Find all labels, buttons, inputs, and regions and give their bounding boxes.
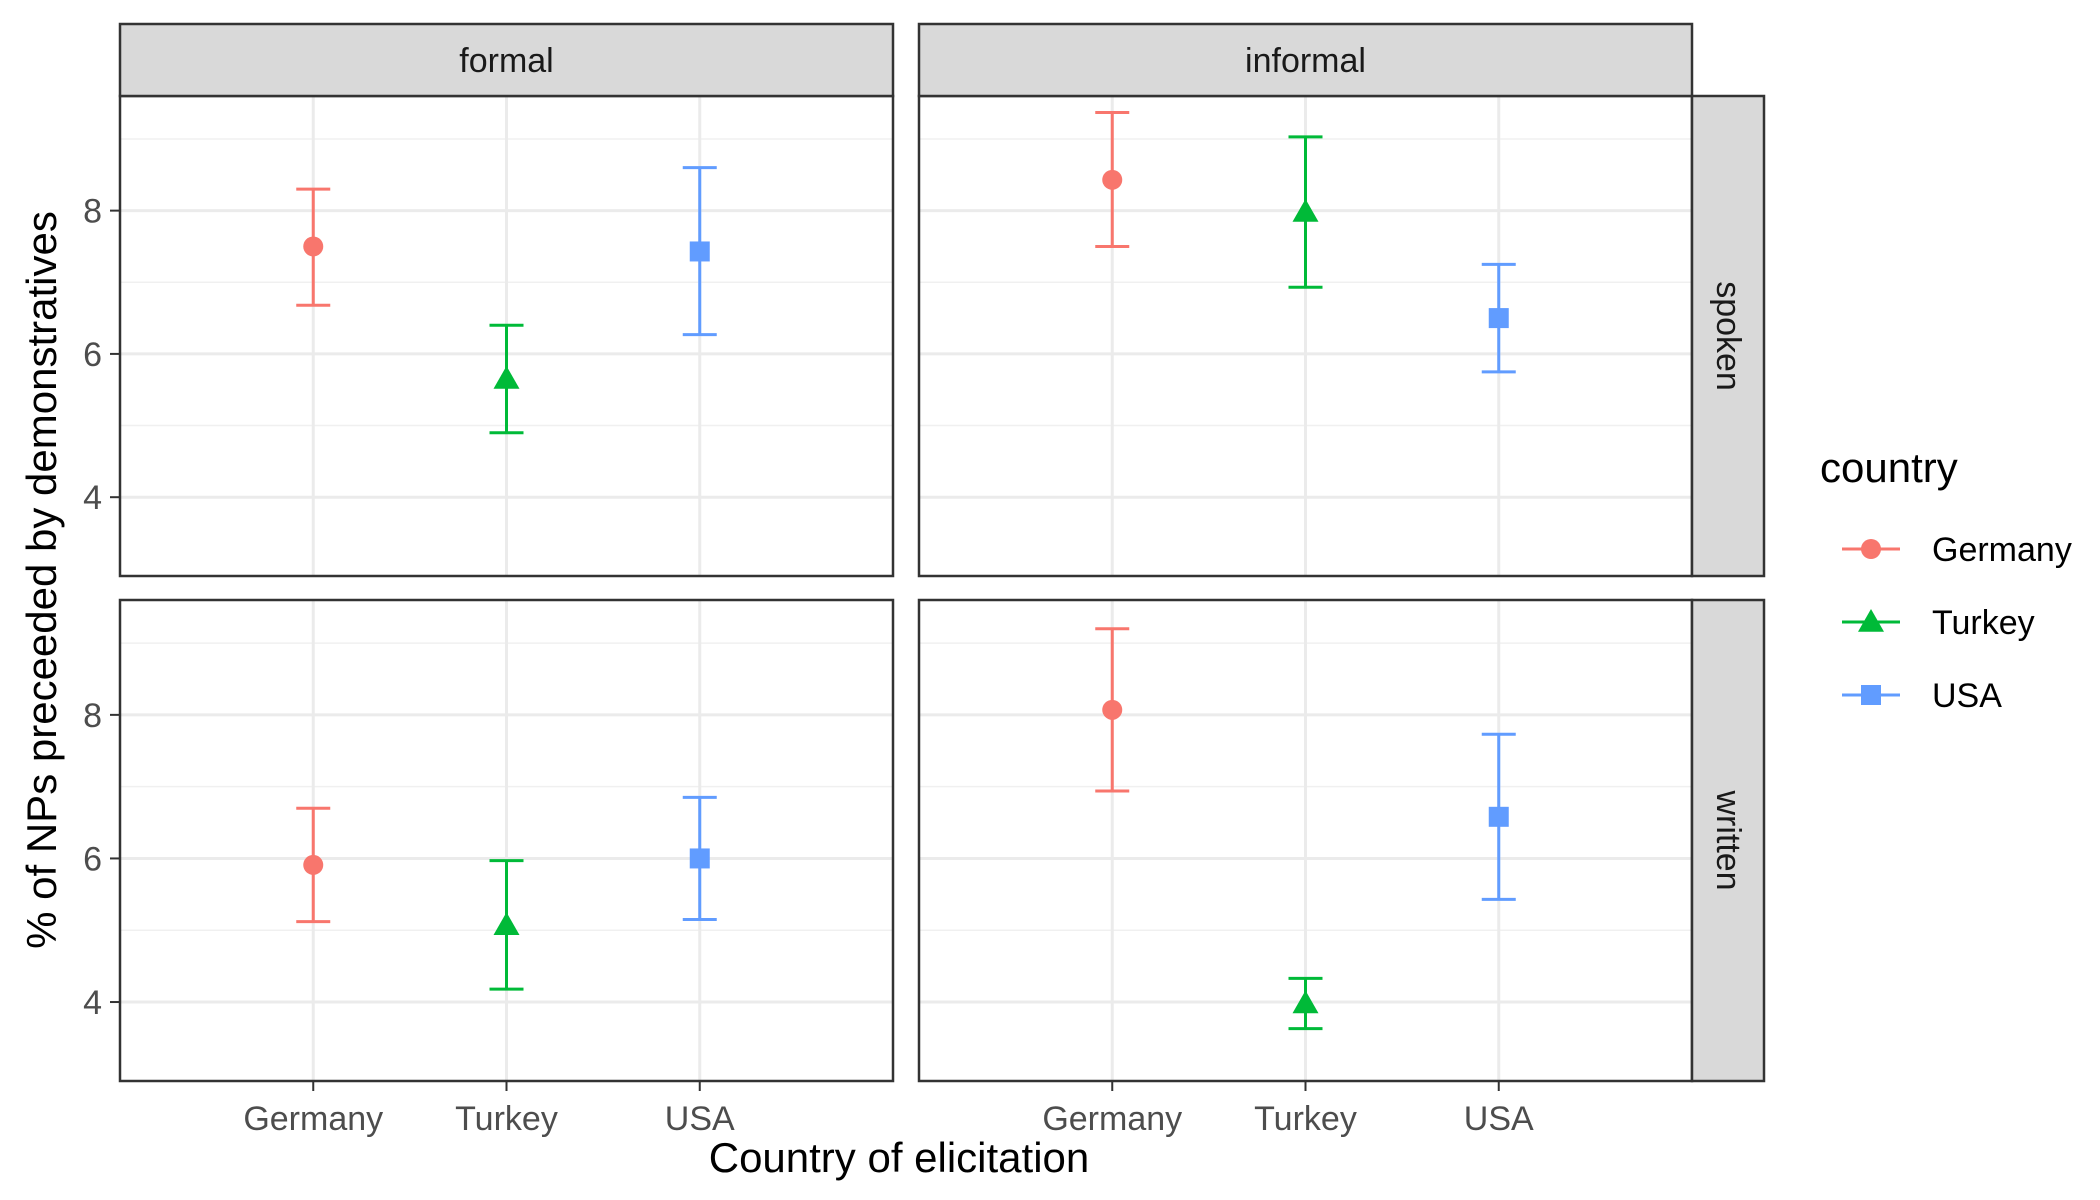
point-usa-square: [689, 241, 710, 262]
x-tick-label: USA: [1464, 1100, 1534, 1138]
point-turkey-triangle: [1292, 990, 1319, 1014]
point-usa-square: [1488, 806, 1509, 827]
y-tick-label: 6: [83, 336, 102, 374]
y-tick-label: 4: [83, 984, 102, 1022]
point-germany-circle: [303, 854, 324, 875]
point-usa-square: [689, 848, 710, 869]
y-tick-label: 6: [83, 840, 102, 878]
errorbar-germany: [296, 187, 331, 307]
strip-label: informal: [1245, 42, 1366, 80]
point-turkey-triangle: [1292, 199, 1319, 222]
strip-background: [118, 22, 895, 98]
point-turkey-triangle: [493, 912, 520, 935]
chart-panels: formal informal spoken written 4 6 8 4 6 8 Germany…: [83, 22, 1766, 1138]
errorbar-usa: [682, 166, 717, 337]
errorbar-germany: [1095, 110, 1130, 248]
y-tick-label: 8: [83, 697, 102, 735]
panel-formal-spoken: [118, 94, 895, 578]
x-axis-title: Country of elicitation: [709, 1134, 1090, 1181]
panel-formal-written: [118, 598, 895, 1083]
strip-background: [917, 22, 1694, 98]
x-tick-label: Turkey: [455, 1100, 558, 1138]
strip-label: spoken: [1709, 281, 1747, 391]
errorbar-usa: [682, 795, 717, 921]
strip-spoken: spoken: [1690, 94, 1766, 578]
y-axis-title: % of NPs preceeded by demonstratives: [18, 211, 65, 949]
strip-background: [1690, 598, 1766, 1083]
legend-item-turkey: Turkey: [1842, 604, 2035, 642]
point-turkey-triangle: [493, 365, 520, 389]
x-tick-label: USA: [665, 1100, 735, 1138]
legend-key-triangle: [1858, 609, 1884, 632]
legend-key-square: [1861, 685, 1881, 705]
x-tick-label: Turkey: [1254, 1100, 1357, 1138]
errorbar-germany: [1095, 627, 1130, 793]
legend-key-circle: [1861, 539, 1881, 559]
point-germany-circle: [303, 236, 324, 257]
legend: country Germany Turkey USA: [1820, 444, 2072, 715]
errorbar-turkey: [489, 323, 524, 435]
legend-label: Germany: [1932, 531, 2072, 569]
point-germany-circle: [1102, 699, 1123, 720]
strip-label: written: [1709, 789, 1747, 890]
x-tick-label: Germany: [1042, 1100, 1182, 1138]
errorbar-turkey: [1288, 135, 1323, 289]
y-tick-label: 4: [83, 479, 102, 517]
x-tick-label: Germany: [243, 1100, 383, 1138]
strip-informal: informal: [917, 22, 1694, 98]
strip-formal: formal: [118, 22, 895, 98]
legend-label: Turkey: [1932, 604, 2035, 642]
strip-written: written: [1690, 598, 1766, 1083]
legend-item-usa: USA: [1842, 677, 2002, 715]
strip-label: formal: [459, 42, 553, 80]
legend-label: USA: [1932, 677, 2002, 715]
panel-informal-spoken: [917, 94, 1694, 578]
legend-title: country: [1820, 444, 1958, 491]
point-usa-square: [1488, 308, 1509, 329]
point-germany-circle: [1102, 169, 1123, 190]
strip-background: [1690, 94, 1766, 578]
errorbar-usa: [1481, 262, 1516, 374]
errorbar-turkey: [1288, 976, 1323, 1031]
errorbar-germany: [296, 806, 331, 924]
y-tick-label: 8: [83, 193, 102, 231]
errorbar-turkey: [489, 859, 524, 991]
panel-informal-written: [917, 598, 1694, 1083]
errorbar-usa: [1481, 732, 1516, 901]
legend-item-germany: Germany: [1842, 531, 2072, 569]
